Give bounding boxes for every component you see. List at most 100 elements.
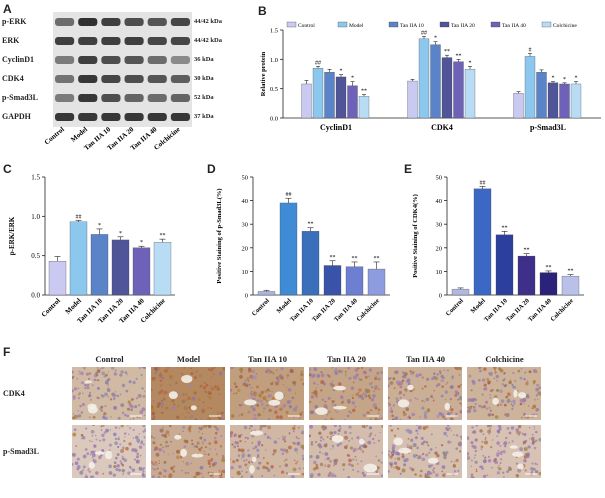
y-tick-label: 1.5 — [270, 28, 278, 35]
significance-mark: # — [529, 47, 532, 53]
blot-band — [170, 113, 190, 121]
significance-mark: ** — [456, 53, 462, 59]
significance-mark: ## — [480, 180, 486, 186]
significance-mark: ** — [546, 265, 552, 271]
significance-mark: * — [119, 231, 122, 237]
bar-tan-iia-40 — [345, 266, 364, 296]
blot-band — [101, 94, 121, 102]
y-tick-label: 20 — [242, 245, 249, 252]
significance-mark: * — [563, 77, 566, 83]
bar-colchicine — [367, 268, 386, 296]
panel-letter-a: A — [3, 2, 12, 16]
significance-mark: ** — [502, 225, 508, 231]
blot-band — [78, 18, 98, 26]
bar-control — [48, 261, 67, 296]
y-axis-label: Positive Staining of p-Smad3L(%) — [216, 188, 223, 283]
blot-membrane — [53, 12, 192, 127]
bar-colchicine — [153, 242, 172, 296]
micrograph-column-header: Control — [95, 354, 124, 364]
blot-kda-p-smad3l: 52 kDa — [194, 94, 214, 101]
blot-row-label-p-erk: p-ERK — [2, 17, 27, 26]
bar-cyclind1-control — [301, 83, 312, 119]
y-axis-label: p-ERK/ERK — [8, 216, 16, 255]
y-tick-label: 0.5 — [270, 86, 278, 93]
y-tick-label: 30 — [242, 222, 249, 229]
x-category-label: Model — [275, 297, 293, 315]
y-tick-label: 1.0 — [31, 213, 40, 221]
y-tick-label: 0.0 — [270, 116, 278, 123]
significance-mark: ** — [361, 89, 367, 95]
y-axis-label: Relative protein — [260, 51, 267, 96]
legend-label: Tan IIA 10 — [400, 23, 424, 29]
significance-mark: * — [140, 240, 143, 246]
significance-mark: ** — [352, 256, 358, 262]
micrograph-column-header: Tan IIA 10 — [248, 354, 287, 364]
blot-band — [147, 113, 167, 121]
y-tick-label: 0.0 — [31, 292, 40, 300]
blot-lane-label: Model — [69, 125, 89, 143]
micrograph-cdk4-tan-iia-40 — [388, 367, 462, 420]
bar-p-smad3l-tan-iia-20 — [547, 82, 559, 119]
y-tick-label: 0.5 — [31, 252, 40, 260]
significance-mark: * — [98, 223, 101, 229]
significance-mark: ## — [315, 60, 321, 66]
micrograph-cdk4-colchicine — [467, 367, 541, 420]
legend-swatch — [541, 21, 552, 28]
y-tick-label: 10 — [436, 269, 443, 276]
blot-lane-label: Colchicine — [152, 125, 181, 151]
bar-tan-iia-20 — [111, 239, 130, 296]
significance-mark: ** — [308, 222, 314, 228]
legend-swatch — [490, 21, 501, 28]
bar-tan-iia-20 — [323, 265, 342, 296]
y-tick-label: 1.0 — [270, 57, 278, 64]
bar-control — [451, 288, 470, 296]
legend-label: Colchicine — [553, 23, 577, 29]
micrograph-cdk4-model — [151, 367, 225, 420]
blot-band — [124, 18, 144, 26]
significance-mark: ** — [524, 248, 530, 254]
x-category-label: Tan IIA 40 — [527, 297, 553, 323]
y-tick-label: 40 — [436, 198, 443, 205]
bar-cdk4-tan-iia-10 — [430, 44, 441, 119]
micrograph-p-smad3l-tan-iia-40 — [388, 425, 462, 478]
significance-mark: * — [575, 76, 578, 82]
legend-swatch — [439, 21, 450, 28]
bar-cdk4-tan-iia-40 — [453, 61, 464, 119]
bar-p-smad3l-tan-iia-40 — [559, 83, 570, 119]
x-category-label: Colchicine — [549, 297, 575, 323]
significance-mark: ## — [286, 192, 292, 198]
x-category-label: p-Smad3L — [530, 123, 566, 132]
blot-kda-cdk4: 30 kDa — [194, 75, 214, 82]
blot-kda-cyclind1: 36 kDa — [194, 56, 214, 63]
significance-mark: ## — [76, 214, 82, 220]
bar-model — [69, 221, 88, 296]
blot-band — [78, 113, 98, 121]
significance-mark: ** — [568, 269, 574, 275]
blot-bands — [55, 18, 190, 121]
panel-letter-c: C — [3, 162, 12, 176]
chart-e-cdk4-staining: 0 10 20 30 40 50 Positive Staining of CDK4(%) C… — [412, 175, 584, 323]
blot-kda-gapdh: 37 kDa — [194, 113, 214, 120]
micrograph-cdk4-tan-iia-20 — [309, 367, 383, 420]
significance-mark: ** — [444, 49, 450, 55]
blot-band — [147, 94, 167, 102]
micrograph-cdk4-control — [72, 367, 146, 420]
bar-control — [257, 291, 276, 296]
y-tick-label: 30 — [436, 222, 443, 229]
bar-tan-iia-40 — [539, 272, 558, 296]
blot-band — [147, 75, 167, 83]
blot-band — [101, 75, 121, 83]
micrograph-row-header: p-Smad3L — [3, 447, 40, 456]
y-tick-label: 0 — [245, 293, 248, 300]
x-category-label: Control — [445, 297, 465, 317]
blot-band — [147, 56, 167, 64]
y-tick-label: 40 — [242, 198, 249, 205]
significance-mark: ** — [374, 256, 380, 262]
micrograph-cdk4-tan-iia-10 — [230, 367, 304, 420]
significance-mark: ## — [421, 30, 427, 36]
blot-band — [78, 56, 98, 64]
y-tick-label: 50 — [436, 175, 443, 182]
bar-model — [279, 202, 298, 296]
bar-cyclind1-model — [312, 67, 324, 119]
